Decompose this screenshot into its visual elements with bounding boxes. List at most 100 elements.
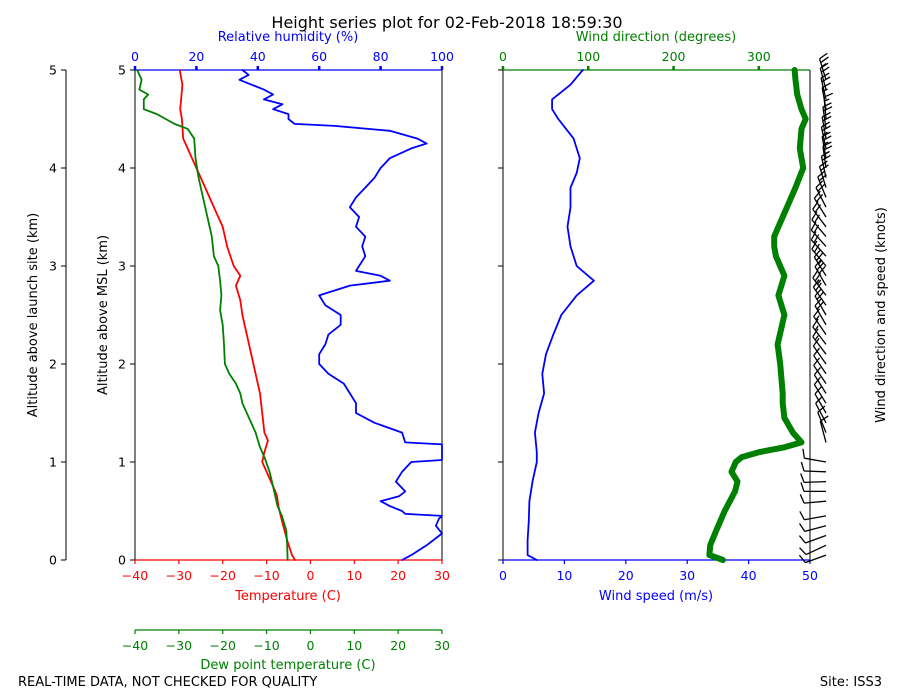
wind-barb-staff [812,336,827,355]
wind-barbs-layer [798,52,834,564]
wind-barb-flag [813,243,820,253]
wind-barb [800,473,827,484]
ylabel-launch-site: Altitude above launch site (km) [26,213,41,417]
wind-barb-flag [821,111,831,118]
wind-barb [812,328,827,355]
wind-barb [802,448,827,463]
barbs-axis-label: Wind direction and speed (knots) [874,207,889,423]
wind-barb-flag [820,66,830,73]
wdir-x-axis-tick-label: 0 [499,49,507,64]
wind-barb-flag [813,190,821,199]
wind-barb [811,240,827,267]
wind-barb-staff [813,384,827,404]
rh-x-axis-tick-label: 60 [311,49,327,64]
wind-barb-flag [798,535,806,544]
launch-site-y-axis-tick-label: 0 [49,553,57,568]
wdir-x-axis-tick-label: 300 [747,49,771,64]
temperature-x-axis-tick-label: −30 [166,568,192,583]
wspd-x-axis-tick-label: 0 [499,568,507,583]
wind-barb-flag [798,554,806,564]
dewpoint-axis-label: Dew point temperature (C) [200,658,375,673]
dewpoint-x-axis-tick-label: −20 [210,638,236,653]
rh-x-axis-tick-label: 40 [250,49,266,64]
msl-y-axis-tick-label: 1 [118,455,126,470]
rh-x-axis-tick-label: 0 [131,49,139,64]
wspd-x-axis-tick-label: 50 [802,568,818,583]
wind-barb-flag [815,180,824,189]
wind-barb-flag [813,249,821,258]
wdir-axis-label: Wind direction (degrees) [576,30,736,45]
wind-barb-half-flag [821,62,827,67]
wind-barb-flag [811,240,818,250]
wind-barb [798,534,827,544]
wind-barb-half-flag [814,335,819,341]
wind-barb-half-flag [823,141,829,145]
wind-barb [800,461,827,473]
launch-site-y-axis-tick-label: 4 [49,161,57,176]
wind-barb-flag [815,282,822,291]
temperature-axis-label: Temperature (C) [234,589,341,604]
wind-barb-staff [812,345,827,365]
wind-barb-flag [813,357,820,366]
wind-barb-flag [798,523,806,532]
msl-y-axis-tick-label: 0 [118,553,126,568]
footer-site: Site: ISS3 [820,675,882,690]
wind-barb-flag [815,194,824,203]
launch-site-y-axis-tick-label: 3 [49,259,57,274]
wind-barb-staff [804,500,827,504]
wind-barb-flag [812,328,819,337]
wspd-x-axis-tick-label: 40 [741,568,757,583]
temperature-x-axis-tick-label: 0 [306,568,314,583]
wspd-x-axis-tick-label: 30 [679,568,695,583]
wind-barb-flag [820,164,829,171]
wind-barb-flag [799,494,805,504]
wind-barb [813,376,827,404]
chart-title: Height series plot for 02-Feb-2018 18:59… [271,13,622,32]
msl-y-axis-tick-label: 5 [118,63,126,78]
wspd-axis-label: Wind speed (m/s) [599,589,713,604]
wind-barb-half-flag [815,315,820,321]
wind-barb-half-flag [814,325,819,331]
wind-barb [798,523,827,533]
wind-barb-staff [805,544,827,556]
wind-barb-staff [804,515,827,521]
rh-line [238,69,443,561]
wind-speed-line [526,69,595,561]
wdir-x-axis-tick-label: 200 [662,49,686,64]
wind-barb-staff [804,525,827,533]
wind-barb-flag [817,183,825,192]
wind-barb [813,357,827,384]
wind-barb-flag [819,52,828,60]
rh-axis-label: Relative humidity (%) [218,30,359,45]
temperature-x-axis-tick-label: 20 [390,568,406,583]
wind-barb-staff [812,326,827,345]
msl-y-axis-tick-label: 2 [118,357,126,372]
msl-y-axis-tick-label: 4 [118,161,126,176]
wind-barb [815,180,827,208]
footer-quality-note: REAL-TIME DATA, NOT CHECKED FOR QUALITY [18,675,317,690]
dewpoint-x-axis-tick-label: −30 [166,638,192,653]
wind-barb-staff [815,403,827,424]
temperature-x-axis-tick-label: −10 [253,568,279,583]
wind-barb-flag [813,308,820,317]
launch-site-y-axis-tick-label: 5 [49,63,57,78]
wind-barb [810,231,827,257]
ylabel-msl: Altitude above MSL (km) [96,235,111,395]
wind-barb [813,347,827,375]
wind-barb-flag [810,231,817,241]
rh-x-axis-tick-label: 20 [188,49,204,64]
wind-barb-staff [805,554,827,564]
wind-barb [800,482,826,493]
wind-barb-half-flag [824,98,830,102]
launch-site-y-axis-tick-label: 1 [49,455,57,470]
temperature-x-axis-tick-label: 30 [434,568,450,583]
wind-barb [813,190,827,218]
wind-barb-flag [820,56,829,64]
wind-barb-flag [815,252,824,261]
wind-barb-flag [800,482,805,492]
wind-barb-staff [813,364,827,384]
wind-barb-flag [813,376,821,385]
rh-x-axis-tick-label: 80 [373,49,389,64]
dewpoint-x-axis-tick-label: −40 [122,638,148,653]
